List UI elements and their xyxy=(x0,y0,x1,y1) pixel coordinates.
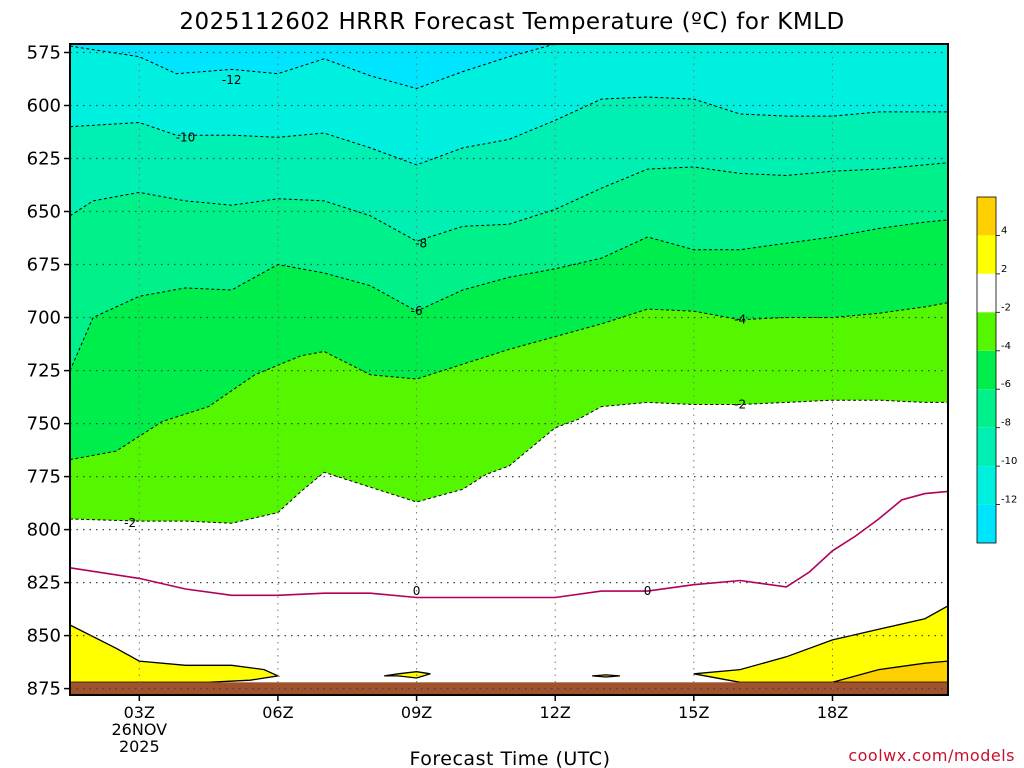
y-tick-label: 575 xyxy=(27,43,61,64)
y-tick-label: 700 xyxy=(27,308,61,329)
x-tick-label: 06Z xyxy=(262,703,293,722)
contour-label: -12 xyxy=(222,73,242,87)
x-tick-label: 18Z xyxy=(817,703,848,722)
x-tick-label: 2025 xyxy=(119,737,160,756)
colorbar-frame xyxy=(976,196,997,544)
colorbar-label: -12 xyxy=(1001,495,1017,506)
y-axis: 575 600 625 650 675 700 725 750 775 800 825 850 875 xyxy=(27,43,70,700)
small-contour-cell xyxy=(384,671,431,679)
y-tick-label: 600 xyxy=(27,96,61,117)
ground-surface xyxy=(70,682,948,695)
chart-title: 2025112602 HRRR Forecast Temperature (ºC… xyxy=(179,9,844,35)
colorbar-segment xyxy=(977,389,996,428)
temperature-bands xyxy=(70,44,948,695)
colorbar-segment xyxy=(977,197,996,236)
plot-frame xyxy=(69,43,949,696)
plot-area: -12 -10 -8 -6 -4 -2 -2 0 0 xyxy=(70,44,948,695)
contour-line xyxy=(70,399,948,524)
colorbar-label: 4 xyxy=(1001,225,1007,236)
y-tick-label: 650 xyxy=(27,202,61,223)
y-tick-label: 625 xyxy=(27,149,61,170)
colorbar-label: -8 xyxy=(1001,418,1011,429)
colorbar-segment xyxy=(977,350,996,390)
y-tick-label: 800 xyxy=(27,520,61,541)
colorbar-label: -2 xyxy=(1001,302,1011,313)
grid-lines xyxy=(70,44,948,695)
colorbar-label: -10 xyxy=(1001,456,1017,467)
y-tick-label: 875 xyxy=(27,679,61,700)
colorbar-segment xyxy=(977,504,996,543)
colorbar-label: -4 xyxy=(1001,341,1011,352)
contour-label: -2 xyxy=(124,516,136,530)
colorbar-segment xyxy=(977,427,996,467)
colorbar-segment xyxy=(977,235,996,274)
contour-line xyxy=(70,44,556,90)
colorbar-label: -6 xyxy=(1001,379,1011,390)
temperature-band xyxy=(70,400,948,695)
colorbar-label: 2 xyxy=(1001,264,1007,275)
contour-label: -4 xyxy=(734,313,746,327)
x-tick-label: 09Z xyxy=(401,703,432,722)
x-axis-label: Forecast Time (UTC) xyxy=(410,748,611,768)
contour-label: -10 xyxy=(176,130,196,144)
y-tick-label: 750 xyxy=(27,414,61,435)
y-tick-label: 725 xyxy=(27,361,61,382)
y-tick-label: 675 xyxy=(27,255,61,276)
x-tick-label: 03Z xyxy=(124,703,155,722)
x-tick-label: 15Z xyxy=(678,703,709,722)
x-tick-label: 12Z xyxy=(540,703,571,722)
contour-label: -8 xyxy=(415,236,427,250)
contour-label: 0 xyxy=(644,584,652,598)
contour-label: -2 xyxy=(734,398,746,412)
contour-line xyxy=(70,96,948,166)
contour-label: -6 xyxy=(411,304,423,318)
y-tick-label: 825 xyxy=(27,573,61,594)
contour-line xyxy=(70,490,948,599)
colorbar-segment xyxy=(977,312,996,351)
x-tick-label: 26NOV xyxy=(112,720,168,739)
y-tick-label: 775 xyxy=(27,467,61,488)
contour-label: 0 xyxy=(413,584,421,598)
colorbar: 4 2 -2 -4 -6 -8 -10 -12 xyxy=(976,196,1017,544)
contour-line xyxy=(70,302,948,461)
small-contour-cell xyxy=(592,674,620,678)
colorbar-segment xyxy=(977,466,996,505)
ground-layer xyxy=(70,682,948,695)
credit-text: coolwx.com/models xyxy=(848,746,1015,765)
colorbar-segment xyxy=(977,273,996,313)
contour-line xyxy=(70,162,948,242)
y-tick-label: 850 xyxy=(27,626,61,647)
contour-lines: -12 -10 -8 -6 -4 -2 -2 0 0 xyxy=(70,44,948,599)
contour-line xyxy=(70,219,948,371)
